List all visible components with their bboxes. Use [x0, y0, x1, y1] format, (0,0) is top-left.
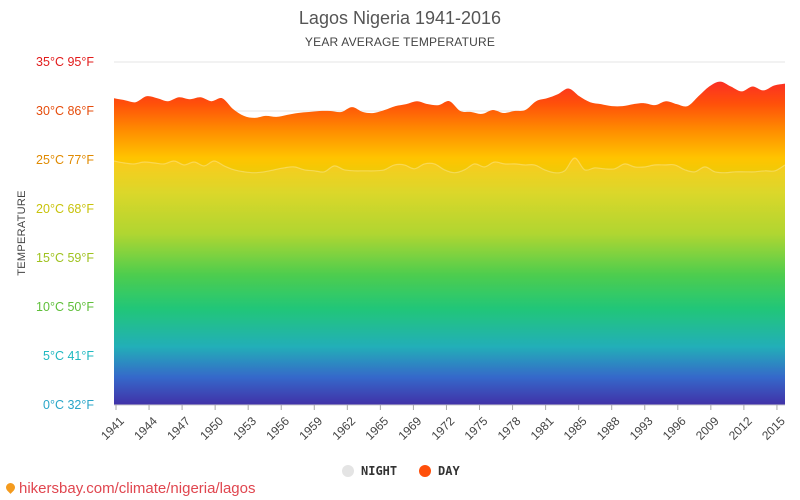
- y-tick-label: 25°C 77°F: [36, 153, 94, 167]
- x-tick-label: 1993: [627, 414, 656, 443]
- legend: NIGHT DAY: [342, 464, 460, 478]
- x-tick-label: 1959: [296, 414, 325, 443]
- x-tick-label: 1962: [329, 414, 358, 443]
- x-tick-label: 1953: [230, 414, 259, 443]
- y-axis-label: TEMPERATURE: [16, 190, 28, 276]
- area-night: [114, 157, 785, 405]
- x-tick-label: 2012: [726, 414, 755, 443]
- legend-night-swatch: [342, 465, 354, 477]
- x-tick-label: 1950: [197, 414, 226, 443]
- y-tick-label: 0°C 32°F: [43, 398, 94, 412]
- x-tick-label: 1975: [462, 414, 491, 443]
- x-tick-label: 2015: [759, 414, 788, 443]
- y-axis-ticks: 0°C 32°F 5°C 41°F 10°C 50°F 15°C 59°F 20°C 6…: [36, 55, 94, 412]
- legend-item-day[interactable]: DAY: [419, 464, 460, 478]
- watermark[interactable]: hikersbay.com/climate/nigeria/lagos: [4, 480, 256, 497]
- x-tick-label: 1965: [363, 414, 392, 443]
- x-tick-label: 1985: [561, 414, 590, 443]
- legend-day-label: DAY: [438, 464, 460, 478]
- x-tick-label: 1988: [594, 414, 623, 443]
- y-tick-label: 15°C 59°F: [36, 251, 94, 265]
- y-tick-label: 30°C 86°F: [36, 104, 94, 118]
- watermark-text: hikersbay.com/climate/nigeria/lagos: [19, 480, 256, 497]
- area-series: [113, 81, 786, 405]
- x-tick-label: 1956: [263, 414, 292, 443]
- x-tick-label: 1941: [98, 414, 127, 443]
- area-day: [114, 81, 785, 405]
- x-axis-ticks: 1941 1944 1947 1950 1953 1956 1959 1962 1965 1969…: [98, 405, 788, 443]
- legend-night-label: NIGHT: [361, 464, 397, 478]
- x-tick-label: 1996: [660, 414, 689, 443]
- legend-item-night[interactable]: NIGHT: [342, 464, 397, 478]
- x-tick-label: 1969: [396, 414, 425, 443]
- x-tick-label: 1944: [131, 414, 160, 443]
- x-tick-label: 1981: [528, 414, 557, 443]
- x-tick-label: 1972: [429, 414, 458, 443]
- x-tick-label: 2009: [693, 414, 722, 443]
- x-tick-label: 1978: [495, 414, 524, 443]
- location-pin-icon: [4, 481, 17, 494]
- y-tick-label: 35°C 95°F: [36, 55, 94, 69]
- y-tick-label: 5°C 41°F: [43, 349, 94, 363]
- chart-subtitle: YEAR AVERAGE TEMPERATURE: [305, 35, 495, 49]
- x-tick-label: 1947: [164, 414, 193, 443]
- chart-title: Lagos Nigeria 1941-2016: [299, 8, 501, 28]
- y-tick-label: 20°C 68°F: [36, 202, 94, 216]
- y-tick-label: 10°C 50°F: [36, 300, 94, 314]
- line-night: [113, 157, 786, 174]
- legend-day-swatch: [419, 465, 431, 477]
